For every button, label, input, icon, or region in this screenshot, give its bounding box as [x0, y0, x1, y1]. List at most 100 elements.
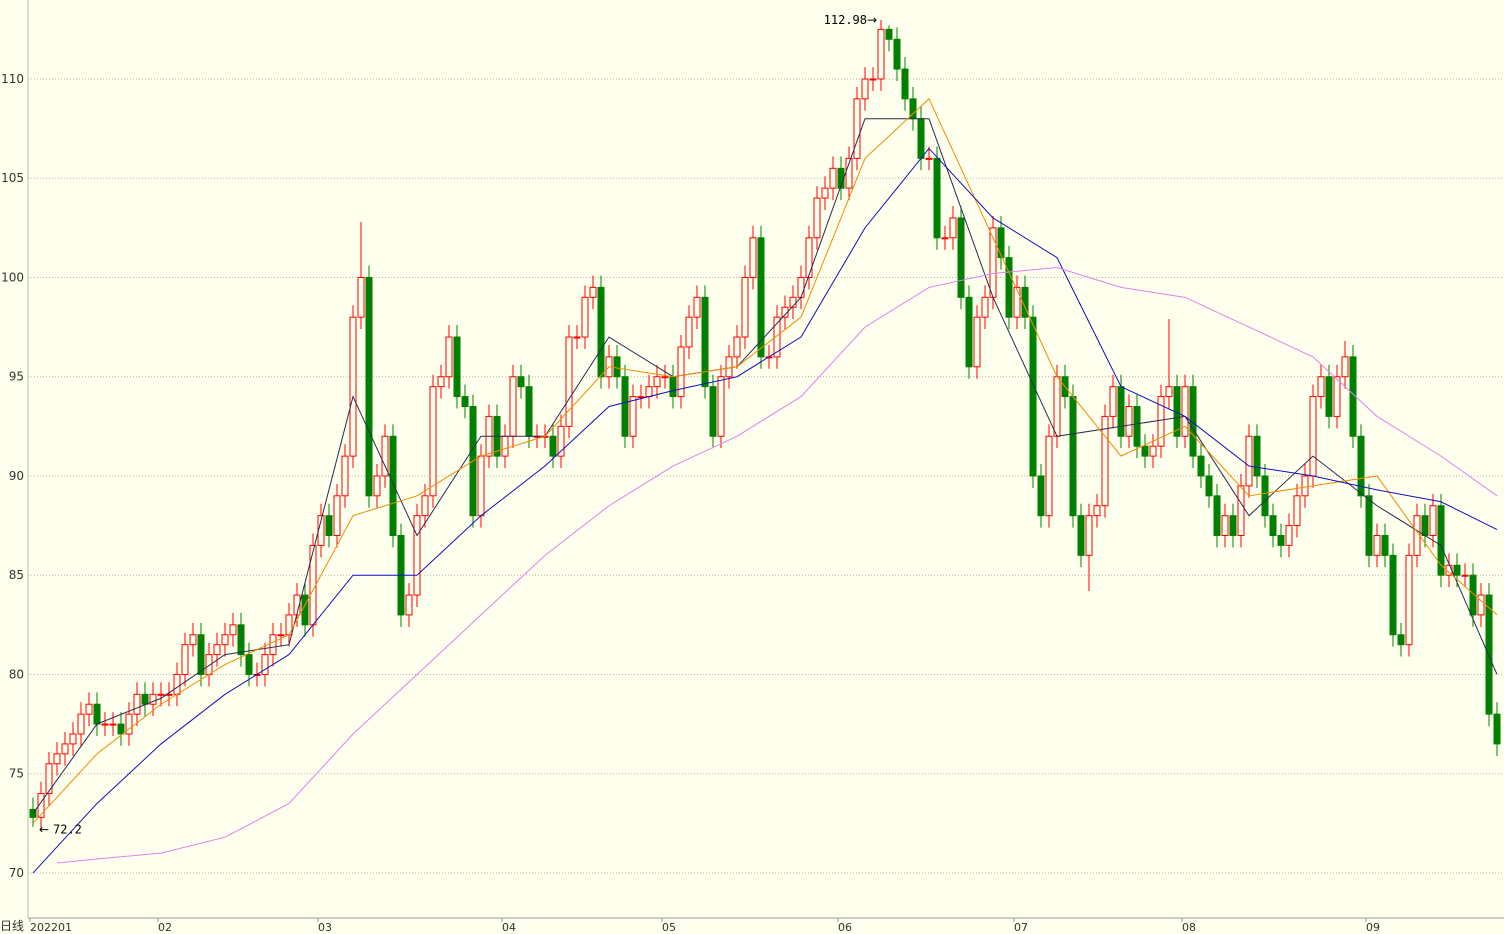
- candle-body: [1005, 257, 1013, 318]
- candle-body: [869, 78, 877, 81]
- candle-body: [1093, 505, 1101, 517]
- candle-body: [1229, 515, 1237, 537]
- candle-body: [1485, 594, 1493, 715]
- x-tick-label: 05: [662, 921, 676, 934]
- candle-body: [901, 68, 909, 100]
- candle-body: [941, 237, 949, 240]
- x-tick-label: 04: [502, 921, 516, 934]
- candle-body: [621, 376, 629, 437]
- candle-body: [1301, 475, 1309, 497]
- candle-body: [1237, 485, 1245, 537]
- candle-body: [717, 376, 725, 437]
- candle-body: [245, 654, 253, 675]
- candle-body: [557, 425, 565, 457]
- x-tick-label: 06: [838, 921, 852, 934]
- candle-body: [645, 386, 653, 398]
- candle-body: [1221, 515, 1229, 537]
- candle-body: [269, 634, 277, 656]
- candle-body: [133, 693, 141, 715]
- candle-body: [1405, 554, 1413, 646]
- candle-body: [1069, 396, 1077, 517]
- candle-body: [429, 386, 437, 497]
- candle-body: [549, 435, 557, 457]
- candle-body: [1029, 316, 1037, 477]
- moving-average: [32, 98, 1498, 824]
- candle-body: [1021, 286, 1029, 318]
- y-tick-label: 100: [1, 270, 24, 284]
- candle-body: [109, 723, 117, 726]
- candle-body: [1125, 406, 1133, 437]
- y-tick-label: 105: [1, 171, 24, 185]
- candle-body: [1117, 386, 1125, 437]
- candle-body: [749, 237, 757, 278]
- candle-body: [1181, 386, 1189, 437]
- candle-body: [509, 376, 517, 437]
- moving-average: [32, 118, 1498, 814]
- candle-body: [1141, 445, 1149, 457]
- candle-body: [181, 644, 189, 675]
- candle-body: [741, 276, 749, 338]
- x-tick-label: 03: [318, 921, 332, 934]
- candle-body: [53, 753, 61, 765]
- candle-body: [1101, 415, 1109, 507]
- candle-body: [773, 316, 781, 358]
- candle-body: [1277, 535, 1285, 546]
- candle-body: [581, 296, 589, 338]
- candle-body: [389, 435, 397, 537]
- candle-body: [1373, 535, 1381, 556]
- y-tick-label: 90: [9, 469, 24, 483]
- min-label: 72.2: [53, 822, 82, 836]
- candle-body: [213, 644, 221, 656]
- candle-body: [45, 763, 53, 795]
- candle-body: [1213, 495, 1221, 537]
- candle-body: [637, 396, 645, 399]
- candle-body: [1429, 505, 1437, 537]
- candle-body: [85, 703, 93, 715]
- candle-body: [613, 356, 621, 378]
- candle-body: [37, 793, 45, 818]
- candle-body: [1309, 396, 1317, 477]
- candle-body: [413, 515, 421, 596]
- candle-body: [933, 157, 941, 239]
- y-tick-label: 85: [9, 568, 24, 582]
- candle-body: [965, 296, 973, 368]
- candle-body: [1109, 386, 1117, 417]
- min-arrow: ←: [39, 822, 49, 836]
- candle-body: [845, 157, 853, 189]
- candle-body: [573, 336, 581, 339]
- candle-body: [149, 693, 157, 705]
- candle-body: [1045, 435, 1053, 517]
- y-tick-label: 70: [9, 866, 24, 880]
- candle-body: [61, 743, 69, 755]
- max-arrow: →: [867, 13, 877, 27]
- candle-body: [821, 187, 829, 199]
- candle-body: [381, 435, 389, 477]
- candle-body: [333, 495, 341, 537]
- candle-body: [1293, 495, 1301, 527]
- candle-body: [477, 455, 485, 517]
- candle-body: [701, 296, 709, 388]
- candle-body: [1133, 406, 1141, 447]
- candle-body: [1477, 594, 1485, 616]
- candle-body: [661, 376, 669, 379]
- candle-body: [517, 376, 525, 388]
- candle-body: [1261, 475, 1269, 517]
- candle-body: [173, 673, 181, 695]
- candle-body: [157, 693, 165, 696]
- candle-body: [237, 624, 245, 656]
- candle-body: [117, 723, 125, 735]
- candle-body: [1269, 515, 1277, 537]
- candle-body: [653, 376, 661, 388]
- x-tick-label: 09: [1366, 921, 1380, 934]
- candle-body: [589, 286, 597, 298]
- candle-body: [189, 634, 197, 646]
- candle-body: [1245, 435, 1253, 487]
- candle-body: [1205, 475, 1213, 497]
- candle-body: [1381, 535, 1389, 556]
- candle-body: [893, 38, 901, 70]
- candle-body: [1325, 376, 1333, 417]
- candle-body: [197, 634, 205, 675]
- candle-body: [1189, 386, 1197, 457]
- candle-body: [229, 624, 237, 636]
